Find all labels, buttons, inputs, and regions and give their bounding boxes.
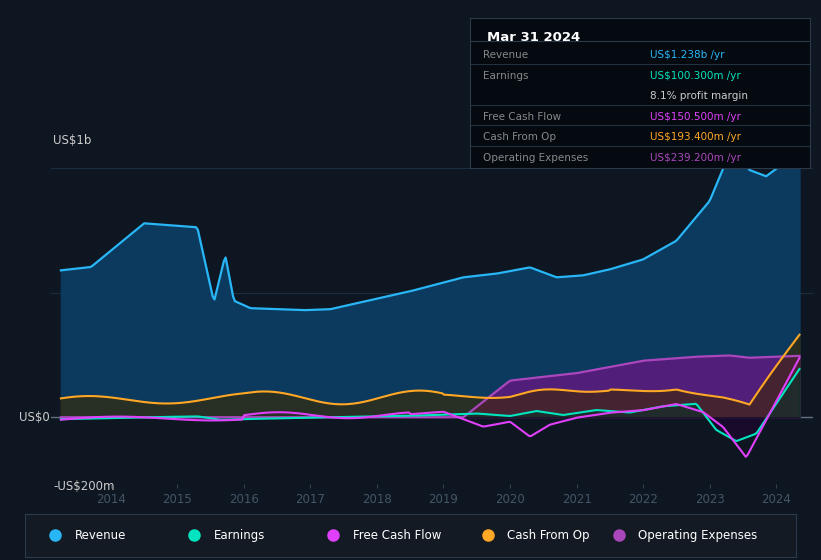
Text: Free Cash Flow: Free Cash Flow bbox=[353, 529, 441, 542]
Text: Operating Expenses: Operating Expenses bbox=[638, 529, 758, 542]
Text: US$150.500m /yr: US$150.500m /yr bbox=[649, 112, 741, 122]
Text: 8.1% profit margin: 8.1% profit margin bbox=[649, 91, 748, 101]
Text: US$100.300m /yr: US$100.300m /yr bbox=[649, 71, 741, 81]
Text: Mar 31 2024: Mar 31 2024 bbox=[487, 31, 580, 44]
Text: Revenue: Revenue bbox=[75, 529, 126, 542]
Text: Earnings: Earnings bbox=[213, 529, 265, 542]
Text: US$239.200m /yr: US$239.200m /yr bbox=[649, 153, 741, 163]
Text: US$0: US$0 bbox=[19, 410, 49, 424]
Text: Operating Expenses: Operating Expenses bbox=[484, 153, 589, 163]
Text: Cash From Op: Cash From Op bbox=[507, 529, 589, 542]
Text: Cash From Op: Cash From Op bbox=[484, 132, 556, 142]
Text: Revenue: Revenue bbox=[484, 50, 529, 60]
Text: US$1b: US$1b bbox=[53, 134, 92, 147]
Text: Free Cash Flow: Free Cash Flow bbox=[484, 112, 562, 122]
Text: Earnings: Earnings bbox=[484, 71, 529, 81]
Text: US$193.400m /yr: US$193.400m /yr bbox=[649, 132, 741, 142]
Text: US$1.238b /yr: US$1.238b /yr bbox=[649, 50, 724, 60]
Text: -US$200m: -US$200m bbox=[53, 480, 115, 493]
